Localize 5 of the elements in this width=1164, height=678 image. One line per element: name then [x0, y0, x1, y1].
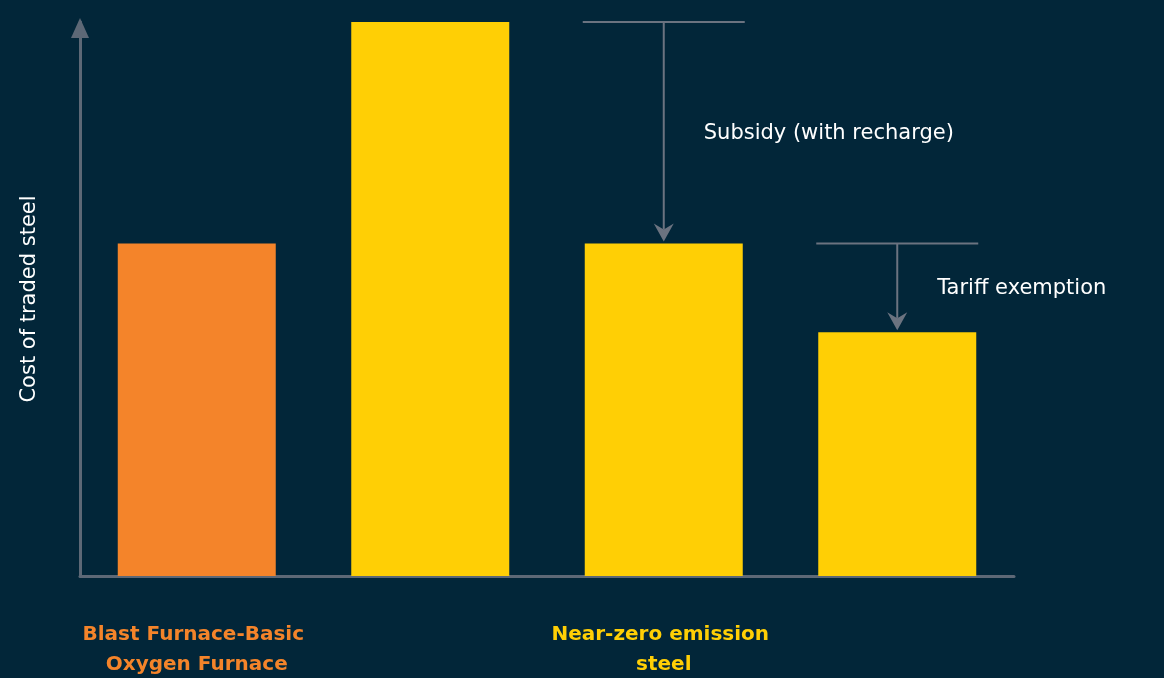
- annotation: Tariff exemption: [936, 274, 1107, 299]
- x-tick-label: Near-zero emission steel: [551, 621, 777, 675]
- annotation: Subsidy (with recharge): [703, 119, 954, 144]
- x-tick-label: Blast Furnace-Basic Oxygen Furnace: [82, 621, 312, 675]
- y-axis-title: Cost of traded steel: [15, 195, 40, 403]
